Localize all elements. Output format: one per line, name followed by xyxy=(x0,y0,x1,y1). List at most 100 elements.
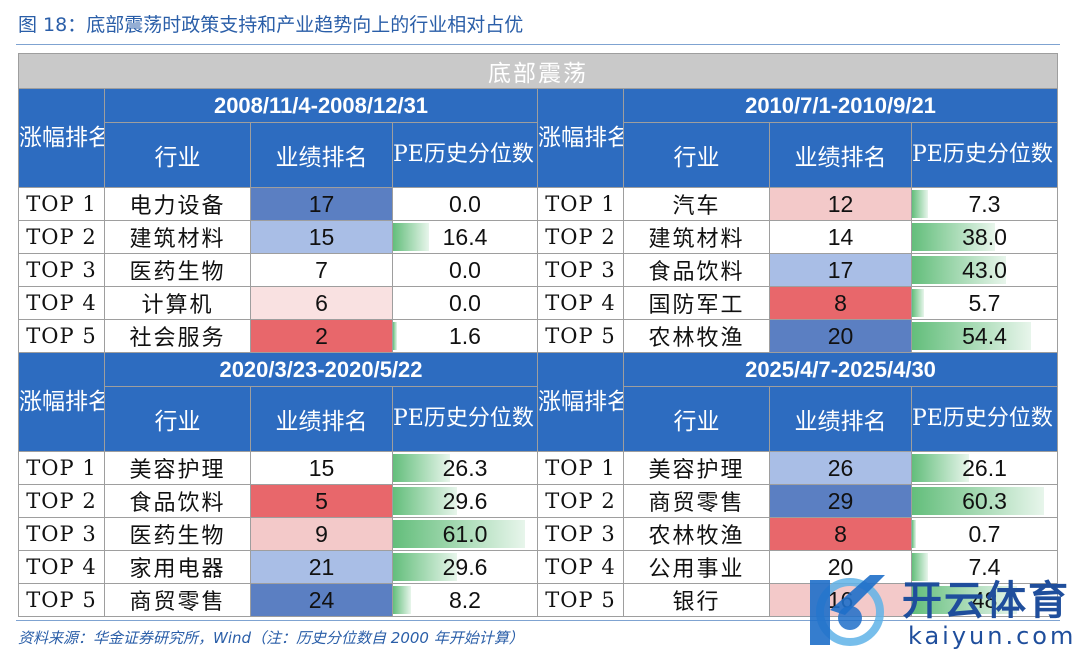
pe-databar xyxy=(393,586,411,614)
source-note: 资料来源：华金证券研究所，Wind（注：历史分位数自 2000 年开始计算） xyxy=(18,629,524,647)
rank-cell: TOP 4 xyxy=(18,550,105,584)
performance-rank-cell: 5 xyxy=(250,484,393,518)
title-divider xyxy=(16,44,1060,45)
performance-rank-cell: 24 xyxy=(250,583,393,617)
pe-databar xyxy=(393,520,526,548)
rank-cell: TOP 2 xyxy=(18,220,105,254)
pe-percentile-cell: 7.3 xyxy=(911,187,1058,221)
rank-cell: TOP 4 xyxy=(537,286,624,320)
kaiyun-logo-icon xyxy=(810,575,885,646)
industry-cell: 计算机 xyxy=(104,286,251,320)
rank-cell: TOP 5 xyxy=(537,319,624,353)
pe-databar xyxy=(912,322,1031,350)
pe-percentile-cell: 0.7 xyxy=(911,517,1058,551)
pe-percentile-cell: 60.3 xyxy=(911,484,1058,518)
industry-cell: 商贸零售 xyxy=(104,583,251,617)
pe-databar xyxy=(912,454,970,482)
pe-value: 16.4 xyxy=(442,223,488,250)
pe-value: 7.3 xyxy=(968,190,1001,217)
pe-databar xyxy=(912,520,917,548)
table-row: TOP 2 食品饮料 5 29.6 TOP 2 商贸零售 29 60.3 xyxy=(18,484,1058,518)
industry-cell: 家用电器 xyxy=(104,550,251,584)
watermark-domain: kaiyun.com xyxy=(908,622,1077,650)
performance-rank-cell: 29 xyxy=(769,484,912,518)
table-row: TOP 5 社会服务 2 1.6 TOP 5 农林牧渔 20 54.4 xyxy=(18,319,1058,353)
pe-value: 29.6 xyxy=(442,553,488,580)
header-pe-percentile: PE历史分位数（%） xyxy=(392,386,538,452)
performance-rank-cell: 12 xyxy=(769,187,912,221)
period-label: 2025/4/7-2025/4/30 xyxy=(623,352,1058,387)
banner-row: 底部震荡 xyxy=(18,53,1058,89)
header-performance-rank: 业绩排名 xyxy=(769,386,912,452)
performance-rank-cell: 6 xyxy=(250,286,393,320)
header-rank: 涨幅排名 xyxy=(537,352,624,452)
pe-databar xyxy=(393,322,398,350)
rank-cell: TOP 1 xyxy=(537,187,624,221)
pe-databar xyxy=(912,256,1007,284)
pe-percentile-cell: 0.0 xyxy=(392,286,538,320)
pe-value: 26.1 xyxy=(962,454,1007,481)
pe-databar xyxy=(912,487,1044,515)
industry-cell: 农林牧渔 xyxy=(623,319,770,353)
performance-rank-cell: 26 xyxy=(769,451,912,485)
industry-cell: 医药生物 xyxy=(104,253,251,287)
source-divider xyxy=(16,620,1060,621)
figure-title: 图 18：底部震荡时政策支持和产业趋势向上的行业相对占优 xyxy=(18,14,524,36)
pe-percentile-cell: 54.4 xyxy=(911,319,1058,353)
pe-percentile-cell: 38.0 xyxy=(911,220,1058,254)
pe-value: 0.0 xyxy=(449,256,481,283)
pe-value: 5.7 xyxy=(968,289,1001,316)
performance-rank-cell: 15 xyxy=(250,220,393,254)
rank-cell: TOP 4 xyxy=(537,550,624,584)
pe-percentile-cell: 8.2 xyxy=(392,583,538,617)
pe-databar xyxy=(912,190,928,218)
performance-rank-cell: 20 xyxy=(769,550,912,584)
pe-value: 29.6 xyxy=(442,487,488,514)
pe-percentile-cell: 0.0 xyxy=(392,187,538,221)
pe-databar xyxy=(912,289,925,317)
table-row: TOP 1 美容护理 15 26.3 TOP 1 美容护理 26 26.1 xyxy=(18,451,1058,485)
pe-databar xyxy=(912,223,996,251)
performance-rank-cell: 21 xyxy=(250,550,393,584)
pe-value: 26.3 xyxy=(442,454,488,481)
rank-cell: TOP 1 xyxy=(18,187,105,221)
pe-databar xyxy=(393,487,458,515)
header-rank: 涨幅排名 xyxy=(537,88,624,188)
performance-rank-cell: 14 xyxy=(769,220,912,254)
industry-cell: 国防军工 xyxy=(623,286,770,320)
pe-percentile-cell: 48 xyxy=(911,583,1058,617)
pe-percentile-cell: 29.6 xyxy=(392,484,538,518)
rank-cell: TOP 4 xyxy=(18,286,105,320)
pe-value: 38.0 xyxy=(962,223,1007,250)
industry-cell: 社会服务 xyxy=(104,319,251,353)
sector-ranking-table: 底部震荡 涨幅排名 2008/11/4-2008/12/31 涨幅排名 2010/7/1… xyxy=(18,53,1058,617)
period-header-row: 涨幅排名 2008/11/4-2008/12/31 涨幅排名 2010/7/1-201… xyxy=(18,88,1058,188)
header-rank: 涨幅排名 xyxy=(18,88,105,188)
pe-percentile-cell: 7.4 xyxy=(911,550,1058,584)
performance-rank-cell: 8 xyxy=(769,517,912,551)
pe-percentile-cell: 43.0 xyxy=(911,253,1058,287)
rank-cell: TOP 3 xyxy=(537,517,624,551)
pe-value: 60.3 xyxy=(962,487,1007,514)
rank-cell: TOP 1 xyxy=(537,451,624,485)
industry-cell: 美容护理 xyxy=(104,451,251,485)
pe-value: 61.0 xyxy=(442,520,488,547)
industry-cell: 美容护理 xyxy=(623,451,770,485)
industry-cell: 食品饮料 xyxy=(104,484,251,518)
pe-value: 8.2 xyxy=(449,586,481,613)
period-label: 2010/7/1-2010/9/21 xyxy=(623,88,1058,123)
pe-databar xyxy=(912,553,929,581)
performance-rank-cell: 8 xyxy=(769,286,912,320)
pe-value: 7.4 xyxy=(968,553,1001,580)
banner-label: 底部震荡 xyxy=(18,53,1058,89)
pe-value: 0.0 xyxy=(449,190,481,217)
header-performance-rank: 业绩排名 xyxy=(250,386,393,452)
watermark-brand: 开云体育 xyxy=(902,578,1070,624)
industry-cell: 公用事业 xyxy=(623,550,770,584)
header-pe-percentile: PE历史分位数（%） xyxy=(911,386,1058,452)
table-row: TOP 4 计算机 6 0.0 TOP 4 国防军工 8 5.7 xyxy=(18,286,1058,320)
performance-rank-cell: 20 xyxy=(769,319,912,353)
rank-cell: TOP 3 xyxy=(537,253,624,287)
header-pe-percentile: PE历史分位数（%） xyxy=(911,122,1058,188)
